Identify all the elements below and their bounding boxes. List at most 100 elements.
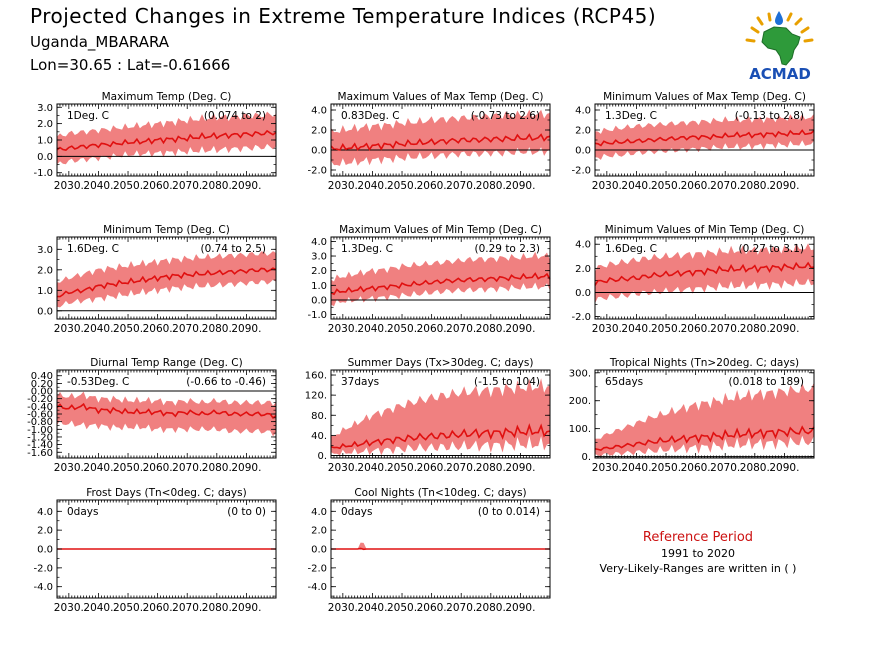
page-title: Projected Changes in Extreme Temperature… <box>30 4 657 28</box>
y-tick-label: 0.0 <box>37 306 53 317</box>
chart-panel-diurnal-temp-range-deg-c: 2030. 2040. 2050. 2060. 2070. 2080. 2090.0.400… <box>27 357 277 474</box>
y-tick-label: 0.0 <box>575 146 591 157</box>
panel-title: Maximum Values of Max Temp (Deg. C) <box>338 91 544 103</box>
change-value-label: 0.83Deg. C <box>341 110 400 122</box>
x-tick-label: 2030. <box>592 180 622 192</box>
y-tick-label: 3.0 <box>37 103 53 114</box>
y-tick-label: -1.40 <box>27 440 53 451</box>
x-tick-label: 2080. <box>476 323 506 335</box>
x-tick-label: 2070. <box>446 323 476 335</box>
range-band <box>331 378 550 456</box>
chart-panel-minimum-values-of-max-temp-deg-c: 2030. 2040. 2050. 2060. 2070. 2080. 2090. 4.0 2.… <box>571 91 815 192</box>
median-line <box>56 129 277 151</box>
x-tick-label: 2040. <box>357 180 387 192</box>
x-tick-label: 2080. <box>202 180 232 192</box>
y-tick-label: 0.0 <box>37 545 53 556</box>
chart-panel-minimum-temp-deg-c: 2030. 2040. 2050. 2060. 2070. 2080. 2090. 3.0 2.… <box>37 224 277 335</box>
y-tick-label: -4.0 <box>307 582 327 593</box>
change-value-label: 1.6Deg. C <box>605 243 657 255</box>
chart-panel-tropical-nights-tn-20deg-c-days: 2030. 2040. 2050. 2060. 2070. 2080. 2090. 300. 2… <box>569 357 815 474</box>
y-tick-label: 4.0 <box>311 507 327 518</box>
x-tick-label: 2080. <box>202 323 232 335</box>
x-tick-label: 2070. <box>172 180 202 192</box>
median-line <box>330 423 551 450</box>
panel-title: Maximum Values of Min Temp (Deg. C) <box>339 224 542 236</box>
x-tick-label: 2040. <box>357 462 387 474</box>
y-tick-label: 4.0 <box>311 237 327 248</box>
y-tick-label: 4.0 <box>311 106 327 117</box>
likely-range-label: (0.29 to 2.3) <box>475 243 541 255</box>
y-tick-label: -2.0 <box>307 563 327 574</box>
x-tick-label: 2080. <box>740 180 770 192</box>
panel-title: Minimum Values of Max Temp (Deg. C) <box>603 91 806 103</box>
x-tick-label: 2050. <box>113 462 143 474</box>
y-tick-label: 0.40 <box>31 371 53 382</box>
x-tick-label: 2090. <box>769 462 799 474</box>
y-tick-label: -2.0 <box>571 312 591 323</box>
panel-title: Summer Days (Tx>30deg. C; days) <box>348 357 534 369</box>
africa-shape-icon <box>761 26 801 66</box>
x-tick-label: 2090. <box>231 180 261 192</box>
median-line <box>594 261 815 286</box>
x-tick-label: 2030. <box>592 462 622 474</box>
coordinates-label: Lon=30.65 : Lat=-0.61666 <box>30 56 231 74</box>
y-tick-label: 2.0 <box>311 126 327 137</box>
x-tick-label: 2040. <box>83 462 113 474</box>
y-tick-label: 0. <box>581 452 591 463</box>
x-tick-label: 2050. <box>113 323 143 335</box>
x-tick-label: 2030. <box>592 323 622 335</box>
chart-panel-maximum-values-of-max-temp-deg-c: 2030. 2040. 2050. 2060. 2070. 2080. 2090. 4.0 2.… <box>307 91 551 192</box>
median-line <box>594 425 815 451</box>
likely-range-label: (0.074 to 2) <box>204 110 266 122</box>
y-tick-label: -2.0 <box>571 166 591 177</box>
panel-title: Diurnal Temp Range (Deg. C) <box>90 357 242 369</box>
likely-range-label: (-1.5 to 104) <box>474 376 540 388</box>
x-tick-label: 2080. <box>202 602 232 614</box>
x-tick-label: 2030. <box>54 602 84 614</box>
range-band <box>331 251 550 307</box>
y-tick-label: 100. <box>569 424 591 435</box>
panel-title: Minimum Values of Min Temp (Deg. C) <box>605 224 805 236</box>
y-tick-label: 0.20 <box>31 379 53 390</box>
y-tick-label: 2.0 <box>575 126 591 137</box>
x-tick-label: 2060. <box>143 180 173 192</box>
change-value-label: -0.53Deg. C <box>67 376 129 388</box>
range-band <box>595 382 814 457</box>
x-tick-label: 2090. <box>769 323 799 335</box>
x-tick-label: 2050. <box>651 323 681 335</box>
y-tick-label: -1.60 <box>27 448 53 459</box>
y-tick-label: 2.0 <box>311 526 327 537</box>
y-tick-label: 2.0 <box>37 526 53 537</box>
x-tick-label: 2060. <box>143 323 173 335</box>
y-tick-label: 3.0 <box>311 252 327 263</box>
x-tick-label: 2060. <box>681 462 711 474</box>
y-tick-label: -2.0 <box>307 166 327 177</box>
chart-panel-frost-days-tn-0deg-c-days: 2030. 2040. 2050. 2060. 2070. 2080. 2090. 4.0 2.… <box>33 487 277 614</box>
y-tick-label: 4.0 <box>575 106 591 117</box>
reference-period-years: 1991 to 2020 <box>660 547 736 560</box>
change-value-label: 1Deg. C <box>67 110 109 122</box>
y-tick-label: 300. <box>569 368 591 379</box>
y-tick-label: 1.0 <box>37 286 53 297</box>
y-tick-label: -0.80 <box>27 417 53 428</box>
x-tick-label: 2040. <box>357 602 387 614</box>
likely-range-label: (0.74 to 2.5) <box>201 243 267 255</box>
range-band <box>57 391 276 437</box>
y-tick-label: 0.0 <box>575 288 591 299</box>
x-tick-label: 2040. <box>621 323 651 335</box>
chart-panel-cool-nights-tn-10deg-c-days: 2030. 2040. 2050. 2060. 2070. 2080. 2090. 4.0 2.… <box>307 487 551 614</box>
x-tick-label: 2070. <box>172 602 202 614</box>
x-tick-label: 2080. <box>740 462 770 474</box>
location-label: Uganda_MBARARA <box>30 33 170 51</box>
y-tick-label: 160. <box>305 371 327 382</box>
change-value-label: 37days <box>341 376 379 388</box>
likely-range-label: (0.27 to 3.1) <box>739 243 805 255</box>
change-value-label: 0days <box>67 506 98 518</box>
chart-panel-summer-days-tx-30deg-c-days: 2030. 2040. 2050. 2060. 2070. 2080. 2090. 160. 1… <box>305 357 551 474</box>
x-tick-label: 2050. <box>113 180 143 192</box>
panel-title: Maximum Temp (Deg. C) <box>102 91 232 103</box>
range-band <box>331 109 550 166</box>
x-tick-label: 2090. <box>505 462 535 474</box>
x-tick-label: 2070. <box>446 602 476 614</box>
x-tick-label: 2070. <box>172 462 202 474</box>
